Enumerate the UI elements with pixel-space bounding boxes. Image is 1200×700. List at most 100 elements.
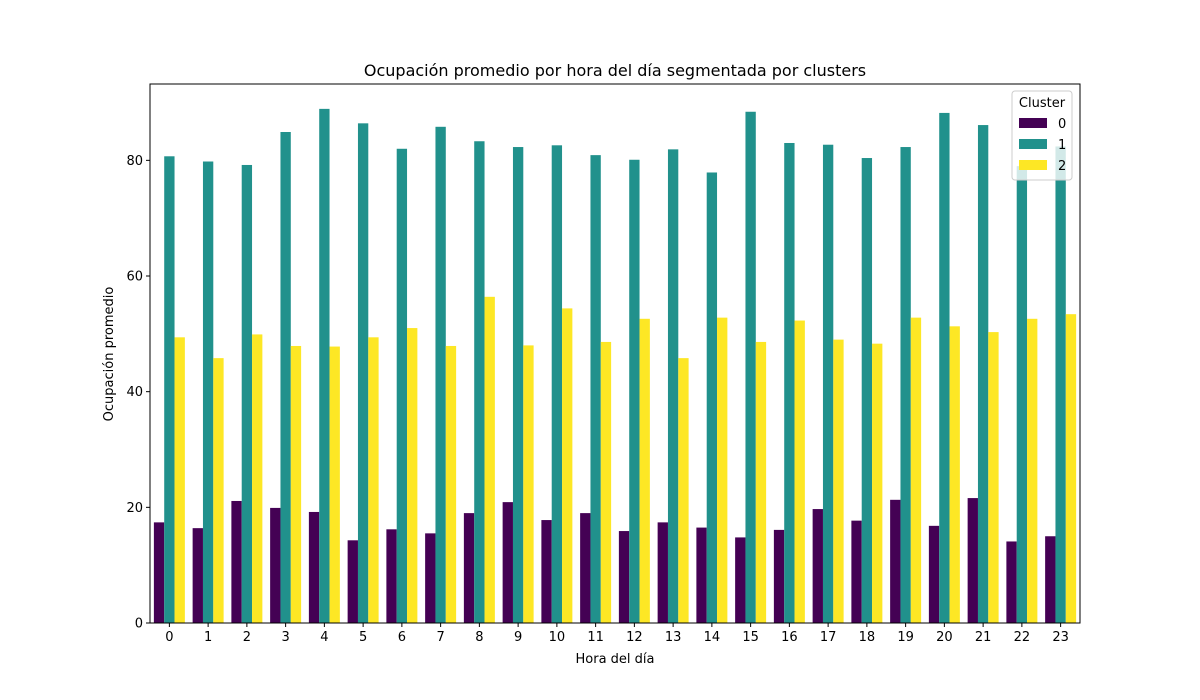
bar-cluster-2-hour-17 [833,339,844,623]
bar-cluster-2-hour-0 [174,337,185,623]
x-tick-label: 16 [781,630,798,645]
bar-cluster-2-hour-9 [523,345,534,623]
bar-cluster-2-hour-23 [1065,314,1077,623]
y-axis-label: Ocupación promedio [102,287,117,422]
x-tick-label: 18 [859,630,876,645]
y-tick-label: 40 [126,385,143,400]
y-tick-label: 80 [126,154,143,169]
bars-group [153,108,1077,624]
bar-cluster-1-hour-3 [280,132,291,623]
x-tick-label: 5 [359,630,367,645]
bar-cluster-0-hour-3 [270,507,281,623]
bar-cluster-2-hour-1 [213,358,224,623]
y-tick-label: 20 [126,501,143,516]
x-tick-label: 6 [398,630,406,645]
legend-swatch-0 [1019,118,1047,128]
x-tick-label: 15 [742,630,759,645]
legend: Cluster 0 1 2 [1011,90,1073,181]
bar-cluster-1-hour-13 [667,149,679,623]
x-tick-label: 19 [897,630,914,645]
bar-cluster-1-hour-23 [1055,146,1066,623]
bar-cluster-2-hour-4 [329,346,340,623]
bar-cluster-1-hour-9 [512,147,524,624]
y-tick-label: 0 [135,617,143,632]
chart-title: Ocupación promedio por hora del día segm… [364,61,866,80]
bar-cluster-1-hour-20 [939,112,950,624]
bar-cluster-1-hour-16 [784,142,795,624]
legend-label-0: 0 [1058,117,1066,132]
bar-cluster-0-hour-6 [386,529,397,623]
x-tick-label: 11 [587,630,604,645]
legend-label-2: 2 [1058,159,1066,174]
bar-cluster-2-hour-20 [949,326,960,623]
y-tick-label: 60 [126,270,143,285]
bar-cluster-1-hour-8 [474,141,485,623]
bar-cluster-1-hour-19 [900,147,911,624]
x-axis-label: Hora del día [576,652,655,667]
bar-cluster-0-hour-2 [231,500,242,623]
legend-swatch-2 [1019,160,1047,170]
x-tick-label: 1 [204,630,212,645]
plot-frame [149,83,1081,624]
x-tick-label: 21 [975,630,992,645]
bar-cluster-0-hour-7 [425,533,436,623]
bar-cluster-0-hour-0 [153,522,165,623]
bar-cluster-1-hour-5 [357,123,369,623]
x-tick-label: 17 [820,630,837,645]
bar-cluster-2-hour-19 [910,317,922,623]
bar-cluster-0-hour-16 [773,529,785,623]
bar-cluster-2-hour-21 [988,332,999,623]
bar-cluster-0-hour-22 [1006,541,1017,623]
bar-cluster-0-hour-9 [502,502,513,623]
bar-cluster-1-hour-7 [435,126,446,624]
x-tick-label: 23 [1052,630,1069,645]
bar-cluster-2-hour-2 [252,334,263,623]
bar-cluster-0-hour-10 [541,520,552,623]
bar-cluster-2-hour-11 [600,341,612,623]
bar-cluster-2-hour-8 [484,296,495,623]
bar-cluster-0-hour-8 [463,513,475,623]
bar-cluster-0-hour-13 [657,522,668,623]
bar-cluster-0-hour-18 [851,520,862,623]
bar-cluster-1-hour-6 [396,148,408,623]
bar-cluster-1-hour-12 [629,159,640,623]
bar-cluster-2-hour-16 [794,320,805,623]
x-ticks: 0 1 2 3 4 5 6 7 8 9 10 11 12 13 14 15 16 17 18 19 20 21 22 23 [165,623,1069,645]
bar-cluster-0-hour-12 [618,531,630,623]
bar-cluster-0-hour-15 [735,537,746,623]
bar-cluster-0-hour-4 [308,511,320,623]
bar-cluster-2-hour-14 [717,317,728,623]
bar-cluster-1-hour-11 [590,155,601,623]
bar-cluster-1-hour-1 [202,161,214,623]
x-tick-label: 0 [165,630,173,645]
x-tick-label: 12 [626,630,643,645]
legend-box [1011,90,1073,181]
bar-cluster-2-hour-7 [445,345,457,623]
x-tick-label: 22 [1014,630,1031,645]
bar-cluster-1-hour-2 [241,164,253,623]
bar-cluster-0-hour-19 [890,499,901,623]
x-tick-label: 20 [936,630,953,645]
bar-cluster-0-hour-17 [812,509,823,623]
bar-cluster-1-hour-10 [551,145,563,624]
x-tick-label: 8 [475,630,483,645]
bar-cluster-0-hour-14 [696,527,707,623]
x-tick-label: 3 [281,630,289,645]
bar-cluster-0-hour-5 [347,540,358,623]
bar-cluster-1-hour-0 [164,156,175,624]
bar-cluster-1-hour-18 [861,158,873,623]
bar-cluster-2-hour-6 [407,328,418,623]
bar-cluster-2-hour-12 [639,318,650,623]
x-tick-label: 9 [514,630,522,645]
bar-cluster-1-hour-22 [1016,166,1028,623]
bar-cluster-1-hour-17 [822,144,834,623]
bar-cluster-1-hour-14 [706,172,718,624]
bar-cluster-2-hour-22 [1027,318,1038,623]
bar-cluster-0-hour-21 [967,498,978,623]
bar-cluster-0-hour-20 [928,525,940,623]
legend-label-1: 1 [1058,138,1066,153]
legend-title: Cluster [1019,96,1066,111]
bar-cluster-2-hour-13 [678,358,689,623]
